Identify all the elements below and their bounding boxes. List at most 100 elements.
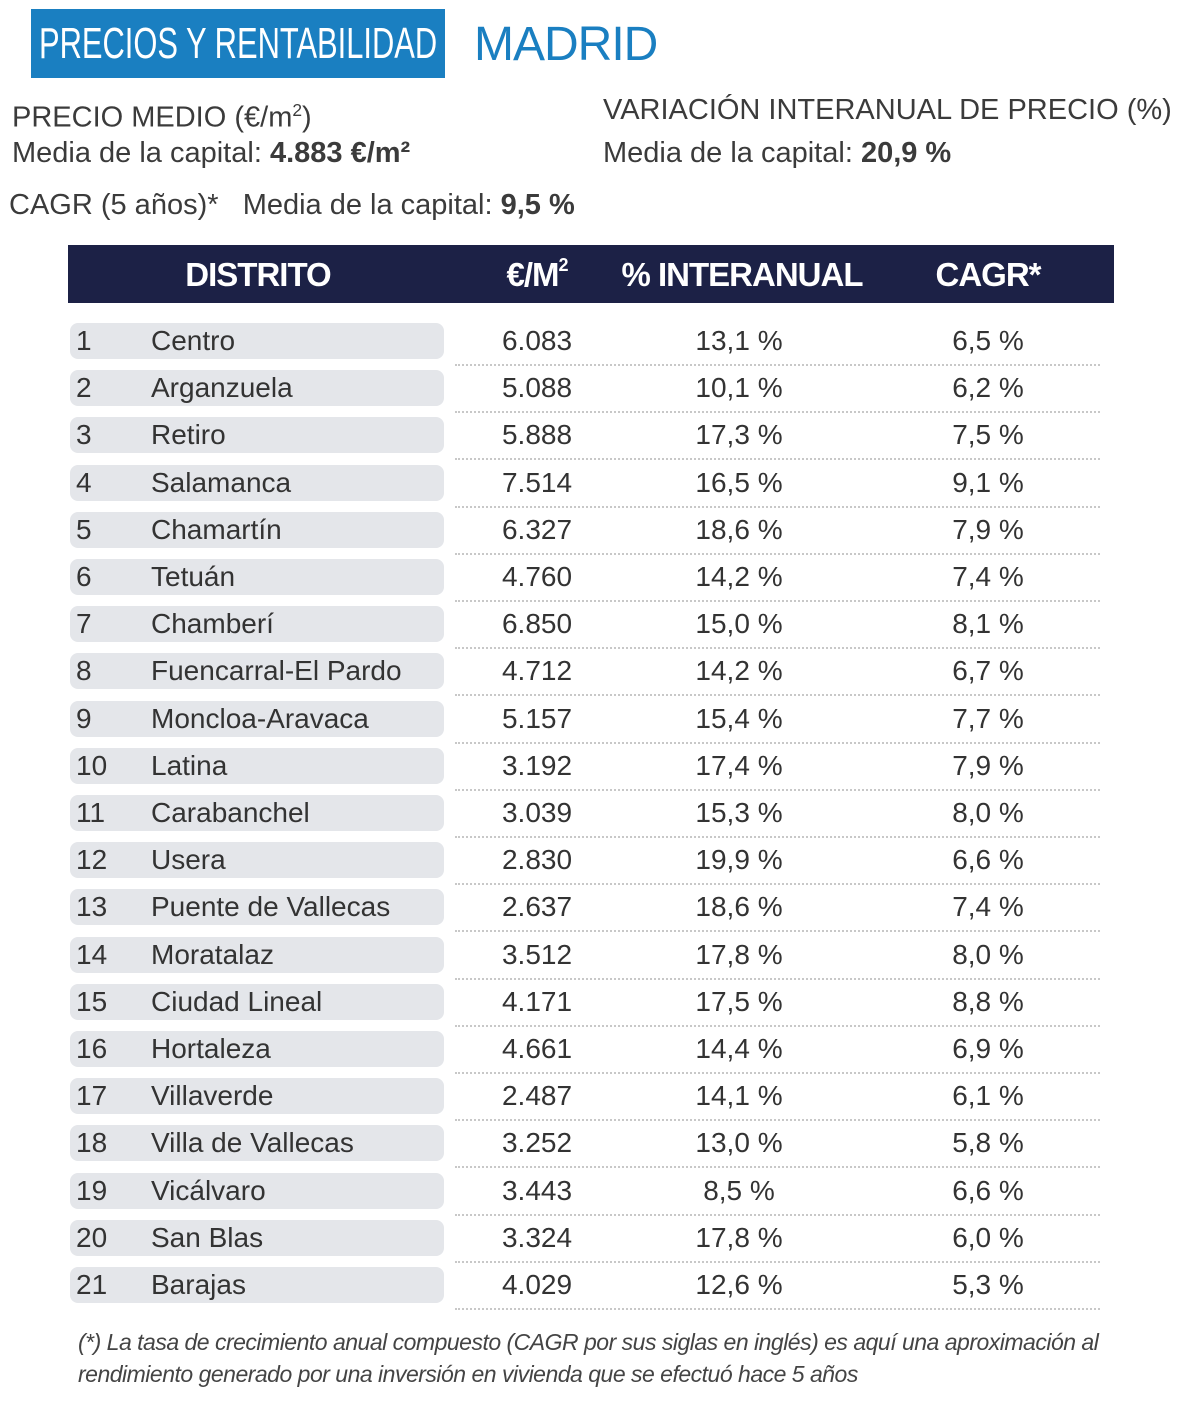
cagr-value: 7,9 % [952, 749, 1024, 781]
row-divider [455, 505, 1100, 508]
district-number: 10 [76, 749, 108, 781]
price-average: Media de la capital: 4.883 €/m² [12, 136, 410, 170]
row-divider [455, 694, 1100, 697]
variation-average: Media de la capital: 20,9 % [603, 136, 951, 170]
cagr-value: 7,5 % [952, 419, 1024, 451]
district-pill [70, 1031, 444, 1067]
price-value: 5.088 [501, 372, 573, 404]
district-name: Hortaleza [151, 1033, 271, 1064]
interannual-value: 15,3 % [695, 797, 783, 828]
row-divider [455, 1166, 1100, 1169]
price-value: 3.252 [501, 1127, 573, 1159]
district-name: Retiro [151, 419, 226, 451]
row-divider [455, 600, 1100, 602]
district-number: 6 [76, 561, 92, 592]
interannual-value: 14,2 % [695, 655, 783, 687]
district-pill [70, 417, 444, 454]
district-pill [70, 606, 444, 643]
row-divider [455, 883, 1100, 886]
district-number: 14 [76, 938, 108, 970]
cagr-value: 6,6 % [952, 844, 1024, 876]
table-row: 2 Arganzuela 5.088 10,1 % 6,2 % [0, 366, 1200, 414]
interannual-value: 17,8 % [695, 1221, 783, 1253]
district-name: Moncloa-Aravaca [151, 702, 369, 734]
cagr-value: 6,7 % [952, 655, 1024, 687]
district-pill [70, 464, 444, 501]
variation-average-value: 20,9 % [860, 137, 952, 169]
interannual-value: 15,0 % [695, 608, 783, 640]
price-value: 4.661 [501, 1033, 573, 1064]
table-row: 10 Latina 3.192 17,4 % 7,9 % [0, 744, 1200, 791]
district-pill [70, 511, 444, 548]
table-header: DISTRITO €/M2 % INTERANUAL CAGR* [68, 245, 1114, 303]
district-number: 18 [76, 1127, 108, 1159]
table-row: 4 Salamanca 7.514 16,5 % 9,1 % [0, 461, 1200, 508]
district-number: 9 [76, 702, 92, 734]
table-row: 5 Chamartín 6.327 18,6 % 7,9 % [0, 508, 1200, 555]
cagr-value: 8,1 % [952, 608, 1024, 640]
row-divider [455, 552, 1100, 555]
price-value: 5.888 [501, 419, 573, 451]
column-header-interannual: % INTERANUAL [621, 256, 864, 293]
district-pill [70, 323, 444, 359]
district-name: Puente de Vallecas [151, 891, 391, 923]
price-value: 6.850 [501, 608, 573, 640]
row-divider [455, 930, 1100, 933]
price-value: 7.514 [501, 466, 573, 498]
row-divider [455, 788, 1100, 791]
price-value: 3.192 [501, 749, 573, 781]
district-number: 21 [76, 1269, 108, 1300]
table-row: 3 Retiro 5.888 17,3 % 7,5 % [0, 413, 1200, 461]
table-row: 9 Moncloa-Aravaca 5.157 15,4 % 7,7 % [0, 697, 1200, 744]
price-value: 5.157 [501, 702, 573, 734]
table-row: 13 Puente de Vallecas 2.637 18,6 % 7,4 % [0, 885, 1200, 933]
price-value: 2.487 [501, 1080, 573, 1112]
cagr-average: CAGR (5 años)* Media de la capital: 9,5 … [9, 188, 575, 222]
row-divider [455, 1119, 1100, 1122]
interannual-value: 18,6 % [695, 891, 783, 923]
variation-label: VARIACIÓN INTERANUAL DE PRECIO (%) [603, 94, 1172, 126]
interannual-value: 8,5 % [703, 1174, 775, 1206]
district-pill [70, 559, 444, 595]
section-title-box: PRECIOS Y RENTABILIDAD [31, 9, 445, 78]
interannual-value: 15,4 % [695, 702, 783, 734]
cagr-value: 5,8 % [952, 1127, 1024, 1159]
cagr-value: 7,7 % [952, 702, 1024, 734]
table-row: 17 Villaverde 2.487 14,1 % 6,1 % [0, 1074, 1200, 1122]
interannual-value: 17,3 % [695, 419, 783, 451]
interannual-value: 17,5 % [695, 985, 783, 1017]
column-header-price: €/M2 [506, 245, 568, 305]
cagr-value: 5,3 % [952, 1269, 1024, 1300]
row-divider [455, 458, 1100, 461]
cagr-average-prefix: Media de la capital: [242, 189, 501, 221]
district-name: Chamartín [151, 513, 282, 545]
district-name: Chamberí [151, 608, 274, 640]
row-divider [455, 741, 1100, 744]
row-divider [455, 1213, 1100, 1216]
price-value: 4.171 [501, 985, 573, 1017]
district-number: 8 [76, 655, 92, 687]
price-label-text: PRECIO MEDIO (€/m [12, 101, 293, 134]
cagr-value: 8,8 % [952, 985, 1024, 1017]
interannual-value: 17,4 % [695, 749, 783, 781]
district-number: 4 [76, 466, 92, 498]
district-number: 1 [76, 325, 92, 356]
price-value: 3.324 [501, 1221, 573, 1253]
row-divider [455, 411, 1100, 414]
district-number: 2 [76, 372, 92, 404]
price-average-prefix: Media de la capital: [12, 137, 270, 169]
district-pill [70, 983, 444, 1020]
district-name: Latina [151, 749, 228, 781]
district-number: 5 [76, 513, 92, 545]
cagr-value: 8,0 % [952, 938, 1024, 970]
district-pill [70, 1267, 444, 1303]
district-name: Centro [151, 325, 236, 356]
cagr-value: 7,9 % [952, 513, 1024, 545]
district-name: Carabanchel [151, 797, 310, 828]
district-number: 3 [76, 419, 92, 451]
price-average-value: 4.883 €/m² [269, 137, 411, 169]
cagr-value: 6,9 % [952, 1033, 1024, 1064]
district-number: 20 [76, 1221, 108, 1253]
table-row: 11 Carabanchel 3.039 15,3 % 8,0 % [0, 791, 1200, 838]
district-name: Barajas [151, 1269, 246, 1300]
